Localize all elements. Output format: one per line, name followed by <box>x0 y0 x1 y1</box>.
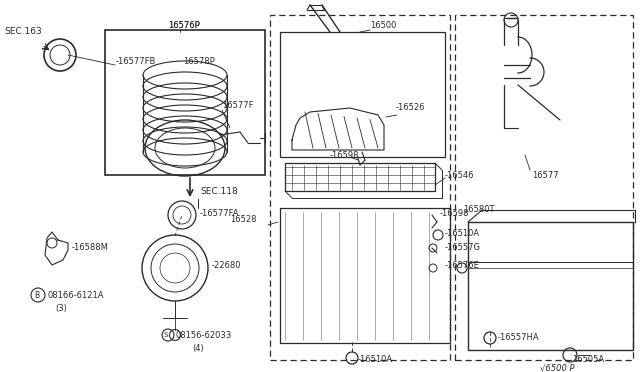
Text: -16557G: -16557G <box>445 244 481 253</box>
Bar <box>105 30 265 175</box>
Text: (3): (3) <box>55 304 67 312</box>
Text: SEC.118: SEC.118 <box>200 187 237 196</box>
Bar <box>455 15 633 360</box>
Text: -16526: -16526 <box>396 103 426 112</box>
Text: 08156-62033: 08156-62033 <box>176 330 232 340</box>
Text: 08166-6121A: 08166-6121A <box>47 291 104 299</box>
Text: -22680: -22680 <box>212 260 241 269</box>
Text: -16510A: -16510A <box>445 228 480 237</box>
Text: 16576P: 16576P <box>168 22 200 31</box>
Text: -16588M: -16588M <box>72 244 109 253</box>
Text: -16510A: -16510A <box>358 356 393 365</box>
Text: 16505A: 16505A <box>572 356 604 365</box>
Text: 16528: 16528 <box>230 215 257 224</box>
Text: (4): (4) <box>192 343 204 353</box>
Text: -16577FB: -16577FB <box>116 58 156 67</box>
Bar <box>270 15 450 360</box>
Text: -16576E: -16576E <box>445 260 480 269</box>
Text: -16598: -16598 <box>440 208 470 218</box>
Text: -16598: -16598 <box>330 151 360 160</box>
Bar <box>280 32 445 157</box>
Text: -16546: -16546 <box>445 170 474 180</box>
Text: -16577FA: -16577FA <box>200 208 239 218</box>
Text: 16500: 16500 <box>370 22 396 31</box>
Text: √6500 P: √6500 P <box>540 363 575 372</box>
Text: SEC.163: SEC.163 <box>4 28 42 36</box>
Text: 16578P: 16578P <box>183 58 215 67</box>
Text: -16557HA: -16557HA <box>498 334 540 343</box>
Text: S: S <box>164 332 168 338</box>
Text: 16577F: 16577F <box>222 100 253 109</box>
Text: 16580T: 16580T <box>463 205 495 215</box>
Text: B: B <box>35 291 40 299</box>
Text: 16576P: 16576P <box>168 20 200 29</box>
Bar <box>468 222 633 350</box>
Bar <box>280 208 450 343</box>
Bar <box>285 163 435 191</box>
Text: 16577: 16577 <box>532 170 559 180</box>
